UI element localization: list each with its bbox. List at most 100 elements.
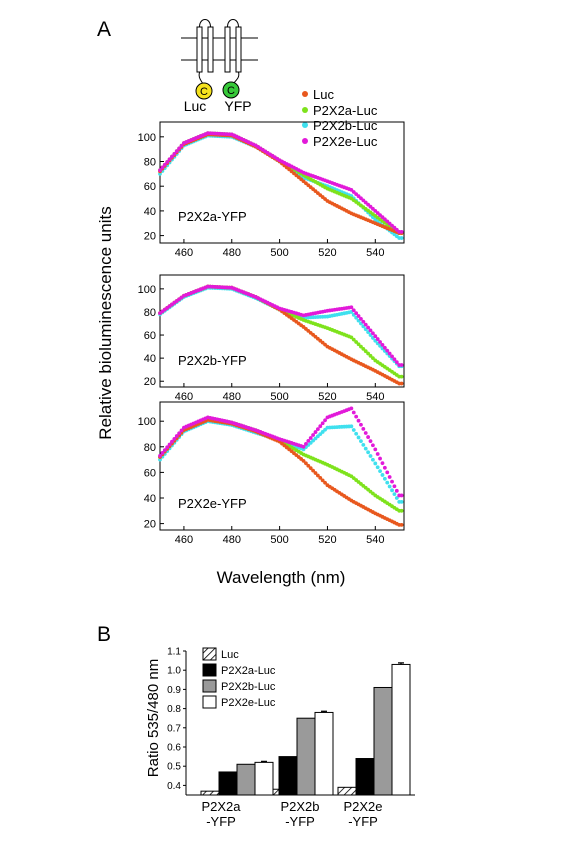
- data-point: [382, 465, 387, 470]
- data-point: [361, 442, 366, 447]
- legend-swatch-luc: [202, 647, 217, 661]
- data-point: [158, 168, 162, 173]
- data-point: [301, 444, 306, 449]
- data-point: [318, 424, 323, 429]
- y-tick-label: 1.1: [167, 647, 181, 658]
- category-label: -YFP: [348, 814, 378, 829]
- data-point: [387, 475, 392, 479]
- legend-marker-p2x2a-luc: [302, 107, 308, 113]
- y-tick-label: 100: [138, 416, 156, 428]
- data-point: [351, 308, 356, 313]
- data-point: [351, 428, 356, 432]
- data-point: [351, 410, 356, 415]
- data-point: [301, 458, 306, 463]
- data-point: [349, 406, 354, 411]
- data-point: [315, 473, 320, 478]
- y-tick-label: 0.8: [167, 704, 181, 715]
- data-point: [361, 426, 366, 431]
- x-tick-label: 480: [223, 534, 241, 546]
- series-p2x2e-luc: [158, 131, 404, 234]
- legend-label-p2x2b-luc: P2X2b-Luc: [313, 118, 378, 133]
- data-point: [399, 363, 404, 367]
- data-point: [373, 447, 378, 452]
- series-p2x2e-luc: [158, 284, 404, 367]
- series-p2x2b-luc: [158, 133, 404, 240]
- legend-label-p2x2e-luc: P2X2e-Luc: [221, 697, 276, 709]
- legend-marker-luc: [302, 91, 308, 97]
- data-point: [394, 360, 399, 365]
- data-point: [311, 468, 315, 473]
- y-tick-label: 0.6: [167, 743, 181, 754]
- data-point: [390, 488, 394, 493]
- luc-circle-icon: [195, 82, 213, 100]
- x-tick-label: 520: [318, 534, 336, 546]
- data-point: [399, 522, 404, 527]
- data-point: [160, 451, 165, 455]
- data-point: [354, 340, 359, 344]
- data-point: [392, 357, 397, 362]
- data-point: [351, 337, 356, 342]
- y-tick-label: 0.9: [167, 685, 181, 696]
- legend-swatch-p2x2e-luc: [202, 695, 217, 709]
- data-point: [174, 434, 179, 438]
- data-point: [366, 450, 371, 455]
- y-tick-label: 60: [144, 330, 156, 342]
- data-point: [368, 353, 373, 358]
- x-tick-label: 480: [223, 391, 241, 403]
- y-tick-label: 20: [144, 519, 156, 531]
- data-point: [366, 325, 371, 330]
- data-point: [167, 442, 172, 447]
- data-point: [368, 328, 373, 333]
- x-tick-label: 460: [175, 391, 193, 403]
- data-point: [378, 469, 382, 474]
- data-point: [356, 342, 361, 347]
- bar: [373, 686, 393, 796]
- data-point: [349, 305, 354, 310]
- data-point: [315, 427, 320, 432]
- data-point: [385, 348, 390, 353]
- data-point: [382, 345, 387, 350]
- data-point: [354, 431, 359, 436]
- data-point: [375, 337, 380, 341]
- category-label: -YFP: [285, 814, 315, 829]
- data-point: [371, 443, 375, 448]
- bar-series-p2x2a-luc: [218, 756, 375, 796]
- data-point: [306, 463, 311, 468]
- category-label: P2X2e: [343, 799, 382, 814]
- x-tick-label: 520: [318, 247, 336, 259]
- panel-a-y-axis-label: Relative bioluminescence units: [96, 206, 115, 439]
- data-point: [368, 454, 373, 458]
- data-point: [170, 154, 174, 159]
- y-tick-label: 40: [144, 493, 156, 505]
- data-point: [174, 149, 179, 154]
- bar: [391, 663, 411, 796]
- legend-swatch-p2x2a-luc: [202, 663, 217, 677]
- data-point: [304, 461, 308, 466]
- data-point: [385, 470, 390, 475]
- x-tick-label: 540: [366, 391, 384, 403]
- data-point: [359, 439, 363, 444]
- schematic-label-yfp: YFP: [224, 98, 251, 114]
- x-tick-label: 500: [270, 247, 288, 259]
- subplot-p2x2a-yfp: 460 480 500 520 540 20 40 60 80 100 P2X2a-YFP: [138, 121, 405, 259]
- x-tick-label: 460: [175, 534, 193, 546]
- subplot-frame: [159, 274, 405, 388]
- data-point: [320, 421, 325, 426]
- panel-label-b: B: [97, 623, 111, 646]
- data-point: [373, 334, 378, 339]
- x-tick-label: 520: [318, 391, 336, 403]
- series-p2x2e-luc: [158, 406, 404, 498]
- data-point: [170, 439, 174, 444]
- data-point: [375, 465, 380, 470]
- legend-label-p2x2b-luc: P2X2b-Luc: [221, 681, 276, 693]
- data-point: [356, 314, 361, 318]
- data-point: [177, 431, 182, 436]
- bar-series-p2x2e-luc: [254, 662, 411, 796]
- y-tick-label: 0.5: [167, 762, 181, 773]
- panel-b-y-axis-label: Ratio 535/480 nm: [145, 659, 162, 777]
- y-tick-label: 40: [144, 206, 156, 218]
- data-point: [378, 340, 382, 344]
- data-point: [167, 157, 172, 162]
- data-point: [165, 160, 170, 164]
- data-point: [392, 492, 397, 497]
